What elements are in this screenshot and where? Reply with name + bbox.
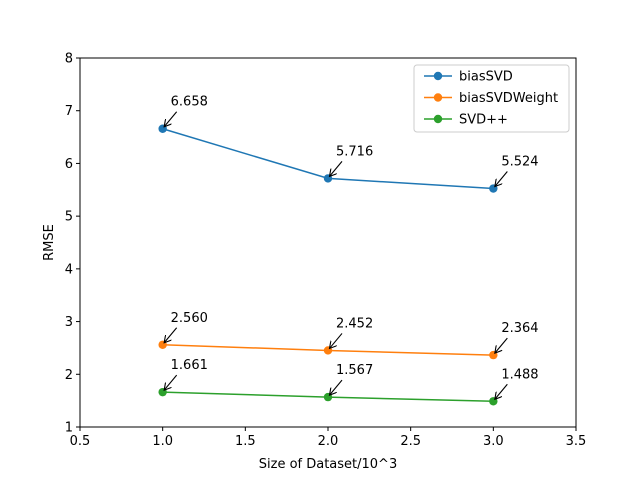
data-label: 5.716	[336, 144, 373, 159]
x-tick-label: 3.0	[483, 434, 504, 449]
y-tick-label: 3	[65, 315, 73, 330]
y-tick-label: 2	[65, 368, 73, 383]
x-tick-label: 2.0	[318, 434, 339, 449]
annotation-arrow	[495, 383, 508, 399]
annotation-arrow	[330, 333, 343, 348]
data-label: 6.658	[171, 95, 208, 110]
data-label: 2.560	[171, 311, 208, 326]
annotation-arrow	[164, 327, 178, 343]
x-tick-label: 3.5	[566, 434, 587, 449]
legend-marker	[433, 93, 443, 102]
plot-series	[158, 124, 498, 406]
data-label: 5.524	[501, 155, 538, 170]
legend: biasSVD biasSVDWeight SVD++	[413, 64, 570, 133]
annotation-arrow	[164, 374, 178, 390]
annotation-arrow	[164, 111, 178, 127]
data-labels: 6.658 5.716 5.524 2.560 2.452 2.364 1.661 1.567…	[164, 95, 539, 400]
legend-marker	[433, 71, 443, 81]
x-axis-label: Size of Dataset/10^3	[259, 457, 397, 472]
legend-label: biasSVDWeight	[459, 91, 558, 106]
data-label: 1.488	[501, 367, 538, 382]
legend-box	[413, 64, 570, 133]
annotation-arrow	[330, 161, 343, 176]
annotation-arrow	[495, 337, 508, 353]
legend-label: biasSVD	[459, 70, 513, 85]
data-label: 2.364	[501, 321, 538, 336]
y-tick-label: 1	[65, 421, 73, 436]
annotation-arrow	[495, 171, 508, 187]
data-label: 2.452	[336, 316, 373, 331]
x-tick-label: 1.0	[152, 434, 173, 449]
y-tick-label: 5	[65, 210, 73, 225]
y-axis-label: RMSE	[42, 224, 57, 261]
y-tick-label: 6	[65, 157, 73, 172]
legend-label: SVD++	[459, 113, 508, 128]
annotation-arrow	[330, 379, 343, 395]
y-axis-ticks: 1 2 3 4 5 6 7 8	[65, 52, 80, 436]
y-tick-label: 7	[65, 104, 73, 119]
x-axis-ticks: 0.5 1.0 1.5 2.0 2.5 3.0 3.5	[70, 427, 587, 449]
y-tick-label: 4	[65, 262, 73, 277]
x-tick-label: 0.5	[70, 434, 91, 449]
plot-frame	[79, 57, 577, 428]
x-tick-label: 1.5	[235, 434, 256, 449]
x-tick-label: 2.5	[400, 434, 421, 449]
data-label: 1.661	[171, 358, 208, 373]
data-label: 1.567	[336, 363, 373, 378]
legend-marker	[433, 114, 443, 124]
y-tick-label: 8	[65, 52, 73, 67]
